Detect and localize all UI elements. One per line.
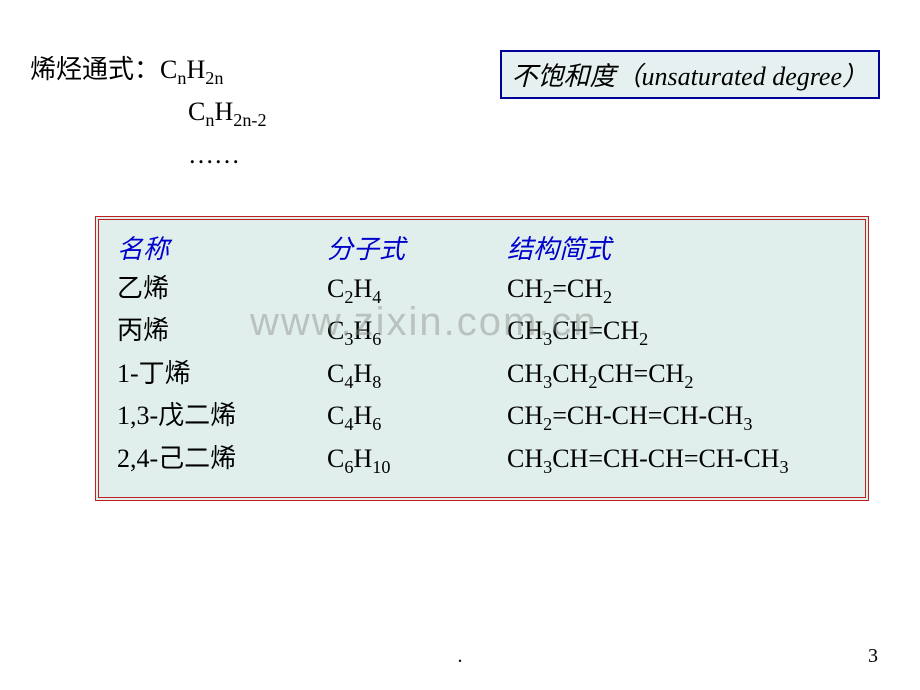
cell-struct: CH2=CH-CH=CH-CH3 [507, 396, 847, 438]
formula-line-3: …… [188, 135, 267, 174]
header-struct: 结构简式 [507, 230, 847, 269]
table-row: 乙烯C2H4CH2=CH2 [117, 269, 847, 311]
cell-formula: C3H6 [327, 311, 507, 353]
cell-struct: CH3CH=CH2 [507, 311, 847, 353]
formula-block: 烯烃通式：CnH2n CnH2n-2 …… [30, 50, 267, 174]
table-row: 1-丁烯C4H8CH3CH2CH=CH2 [117, 354, 847, 396]
table-header-row: 名称 分子式 结构简式 [117, 230, 847, 269]
cell-name: 1,3-戊二烯 [117, 396, 327, 438]
cell-name: 2,4-己二烯 [117, 439, 327, 481]
formula-label: 烯烃通式： [30, 55, 160, 84]
cell-name: 乙烯 [117, 269, 327, 311]
compound-table: 名称 分子式 结构简式 乙烯C2H4CH2=CH2丙烯C3H6CH3CH=CH2… [95, 216, 869, 501]
formula-line-2: CnH2n-2 [188, 92, 267, 134]
table-row: 丙烯C3H6CH3CH=CH2 [117, 311, 847, 353]
cell-name: 1-丁烯 [117, 354, 327, 396]
cell-formula: C4H6 [327, 396, 507, 438]
unsaturated-degree-box: 不饱和度（unsaturated degree） [500, 50, 881, 99]
cell-struct: CH2=CH2 [507, 269, 847, 311]
table-row: 2,4-己二烯C6H10CH3CH=CH-CH=CH-CH3 [117, 439, 847, 481]
page-number: 3 [868, 645, 878, 668]
cell-struct: CH3CH=CH-CH=CH-CH3 [507, 439, 847, 481]
cell-struct: CH3CH2CH=CH2 [507, 354, 847, 396]
cell-formula: C4H8 [327, 354, 507, 396]
cell-formula: C2H4 [327, 269, 507, 311]
footer-dot: . [458, 645, 463, 668]
header-name: 名称 [117, 230, 327, 269]
formula-line-1: CnH2n [160, 55, 223, 84]
table-row: 1,3-戊二烯C4H6CH2=CH-CH=CH-CH3 [117, 396, 847, 438]
header-formula: 分子式 [327, 230, 507, 269]
cell-name: 丙烯 [117, 311, 327, 353]
cell-formula: C6H10 [327, 439, 507, 481]
